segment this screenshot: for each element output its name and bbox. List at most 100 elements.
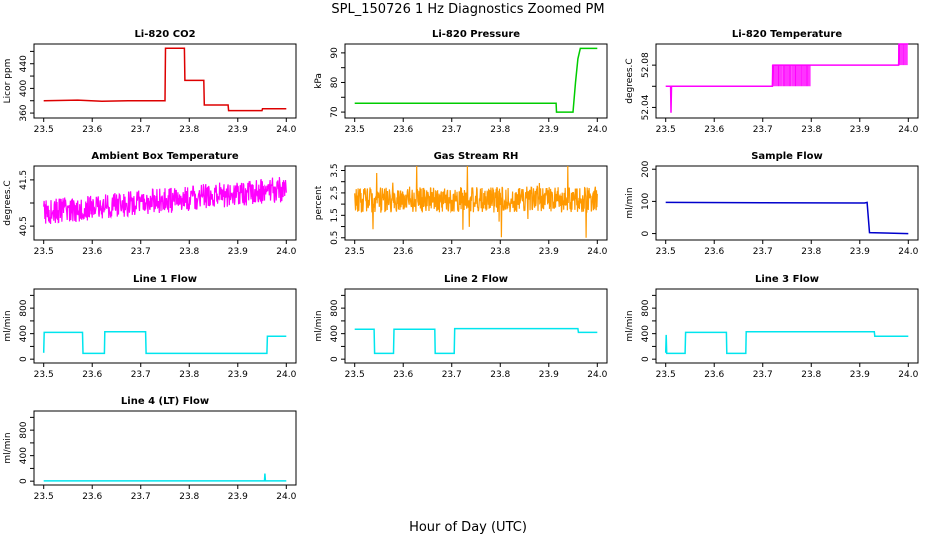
x-tick-label: 23.8	[801, 125, 821, 135]
y-tick-label: 100	[641, 193, 651, 210]
y-axis-label: degrees.C	[3, 180, 13, 225]
x-tick-label: 23.8	[179, 247, 199, 257]
plot-frame	[344, 165, 608, 241]
x-tick-label: 24.0	[587, 125, 607, 135]
panel-1: Li-820 CO2 23.5 23.6 23.7 23.8 23.9 24.0 360 400…	[3, 29, 297, 135]
figure-xlabel: Hour of Day (UTC)	[409, 520, 527, 535]
plot-frame	[33, 288, 297, 364]
x-tick-label: 23.9	[539, 370, 559, 380]
x-tick-label: 24.0	[276, 247, 296, 257]
plot-frame	[655, 288, 919, 364]
y-tick-label: 90	[330, 47, 340, 59]
panel-title: Line 2 Flow	[444, 274, 508, 285]
y-tick-label: 400	[19, 447, 29, 464]
series-line	[664, 330, 909, 355]
y-tick-label: 52.08	[641, 52, 651, 78]
x-tick-label: 24.0	[898, 247, 918, 257]
y-tick-label: 70	[330, 106, 340, 118]
x-tick-label: 23.6	[82, 125, 102, 135]
y-tick-label: 80	[330, 76, 340, 88]
y-tick-label: 400	[19, 325, 29, 342]
x-tick-label: 24.0	[276, 492, 296, 502]
x-tick-label: 23.9	[539, 247, 559, 257]
y-tick-label: 800	[641, 299, 651, 316]
y-axis-label: ml/min	[625, 187, 635, 218]
x-tick-label: 23.5	[34, 247, 54, 257]
panels-group: Li-820 CO2 23.5 23.6 23.7 23.8 23.9 24.0 360 400…	[3, 29, 919, 502]
series-line	[665, 201, 909, 235]
y-tick-label: 0	[641, 356, 651, 362]
x-tick-label: 23.5	[656, 125, 676, 135]
plot-frame	[344, 288, 608, 364]
series-line	[354, 327, 598, 355]
panel-title: Ambient Box Temperature	[91, 151, 238, 162]
y-tick-label: 400	[641, 325, 651, 342]
panel-2: Li-820 Pressure 23.5 23.6 23.7 23.8 23.9 24.0 7…	[314, 29, 608, 135]
x-tick-label: 23.6	[82, 370, 102, 380]
x-tick-label: 23.7	[131, 247, 151, 257]
y-axis-label: ml/min	[3, 432, 13, 463]
y-tick-label: 52.04	[641, 94, 651, 120]
x-tick-label: 23.9	[850, 247, 870, 257]
plot-frame	[33, 410, 297, 486]
y-tick-label: 200	[641, 160, 651, 177]
panel-8: Line 2 Flow 23.5 23.6 23.7 23.8 23.9 24.0 0 400 8…	[314, 274, 608, 380]
panel-title: Li-820 CO2	[134, 29, 195, 40]
x-tick-label: 23.9	[539, 125, 559, 135]
x-tick-label: 23.8	[490, 370, 510, 380]
x-tick-label: 23.6	[704, 247, 724, 257]
panel-title: Line 3 Flow	[755, 274, 819, 285]
x-tick-label: 23.7	[442, 125, 462, 135]
y-tick-label: 360	[19, 104, 29, 121]
x-tick-label: 23.6	[704, 370, 724, 380]
panel-title: Li-820 Pressure	[432, 29, 520, 40]
plot-frame	[344, 43, 608, 119]
x-tick-label: 23.7	[442, 370, 462, 380]
x-tick-label: 24.0	[898, 370, 918, 380]
panel-6: Sample Flow 23.5 23.6 23.7 23.8 23.9 24.0 0 100 2…	[625, 151, 919, 257]
y-tick-label: 0	[641, 230, 651, 236]
x-tick-label: 23.6	[393, 370, 413, 380]
y-tick-label: 400	[19, 80, 29, 97]
x-tick-label: 23.5	[345, 370, 365, 380]
x-tick-label: 23.8	[179, 492, 199, 502]
series-line	[354, 165, 598, 238]
series-line	[665, 43, 909, 113]
x-tick-label: 23.7	[753, 370, 773, 380]
panel-title: Sample Flow	[751, 151, 823, 162]
x-tick-label: 23.8	[179, 125, 199, 135]
series-line	[43, 177, 287, 224]
y-axis-label: degrees.C	[625, 58, 635, 103]
plot-frame	[655, 165, 919, 241]
y-tick-label: 3.5	[330, 163, 340, 177]
panel-title: Li-820 Temperature	[732, 29, 842, 40]
panel-4: Ambient Box Temperature 23.5 23.6 23.7 23.8 2…	[3, 151, 297, 257]
y-axis-label: ml/min	[625, 310, 635, 341]
series-line	[43, 473, 287, 482]
x-tick-label: 23.7	[442, 247, 462, 257]
series-line	[43, 47, 287, 112]
y-tick-label: 40.5	[19, 216, 29, 236]
y-axis-label: percent	[314, 185, 324, 220]
series-line	[354, 47, 598, 113]
x-tick-label: 23.5	[656, 247, 676, 257]
y-tick-label: 1.5	[330, 208, 340, 222]
x-tick-label: 23.5	[345, 247, 365, 257]
panel-title: Line 4 (LT) Flow	[121, 396, 209, 407]
y-tick-label: 0	[19, 478, 29, 484]
x-tick-label: 23.6	[393, 125, 413, 135]
y-tick-label: 2.5	[330, 186, 340, 200]
y-axis-label: Licor ppm	[3, 59, 13, 104]
y-tick-label: 800	[19, 421, 29, 438]
panel-9: Line 3 Flow 23.5 23.6 23.7 23.8 23.9 24.0 0 400 8…	[625, 274, 919, 380]
y-tick-label: 0	[330, 356, 340, 362]
x-tick-label: 23.7	[131, 492, 151, 502]
x-tick-label: 24.0	[587, 370, 607, 380]
x-tick-label: 23.6	[393, 247, 413, 257]
x-tick-label: 24.0	[276, 370, 296, 380]
x-tick-label: 23.8	[490, 247, 510, 257]
x-tick-label: 23.5	[656, 370, 676, 380]
y-tick-label: 800	[330, 299, 340, 316]
y-axis-label: ml/min	[314, 310, 324, 341]
